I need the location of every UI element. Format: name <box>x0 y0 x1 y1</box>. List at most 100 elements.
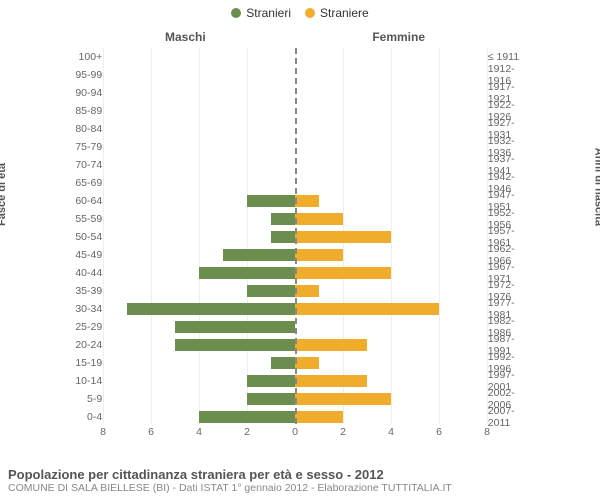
male-bar-track <box>106 393 295 405</box>
female-bar-track <box>295 87 484 99</box>
age-label: 15-19 <box>55 357 106 369</box>
x-tick: 8 <box>100 426 106 438</box>
age-label: 90-94 <box>55 87 106 99</box>
male-bar <box>247 375 295 387</box>
female-bar-track <box>295 285 484 297</box>
female-bar <box>295 267 391 279</box>
female-bar <box>295 357 319 369</box>
male-bar-track <box>106 51 295 63</box>
male-bar <box>271 357 295 369</box>
male-bar <box>247 285 295 297</box>
female-bar-track <box>295 69 484 81</box>
birth-year-label: 2007-2011 <box>484 405 535 429</box>
male-bar-track <box>106 357 295 369</box>
age-label: 75-79 <box>55 141 106 153</box>
male-bar <box>199 411 295 423</box>
female-bar-track <box>295 321 484 333</box>
x-tick: 6 <box>148 426 154 438</box>
female-bar-track <box>295 411 484 423</box>
x-tick: 0 <box>292 426 298 438</box>
female-bar-track <box>295 213 484 225</box>
x-tick: 6 <box>436 426 442 438</box>
male-bar-track <box>106 267 295 279</box>
age-label: 5-9 <box>55 393 106 405</box>
female-bar <box>295 393 391 405</box>
male-bar-track <box>106 321 295 333</box>
male-bar-track <box>106 87 295 99</box>
age-label: 45-49 <box>55 249 106 261</box>
male-bar <box>271 231 295 243</box>
age-label: 70-74 <box>55 159 106 171</box>
male-bar <box>175 339 295 351</box>
footer-title: Popolazione per cittadinanza straniera p… <box>8 467 452 482</box>
chart-area: Maschi Femmine 100+≤ 191195-991912-19169… <box>55 28 535 448</box>
footer-subtitle: COMUNE DI SALA BIELLESE (BI) - Dati ISTA… <box>8 482 452 494</box>
male-bar <box>271 213 295 225</box>
female-bar-track <box>295 339 484 351</box>
female-bar <box>295 195 319 207</box>
x-tick: 4 <box>196 426 202 438</box>
female-bar <box>295 411 343 423</box>
side-label-male: Maschi <box>165 30 206 44</box>
male-bar-track <box>106 249 295 261</box>
female-bar <box>295 231 391 243</box>
legend: Stranieri Straniere <box>0 0 600 20</box>
age-label: 25-29 <box>55 321 106 333</box>
male-bar-track <box>106 231 295 243</box>
female-bar-track <box>295 375 484 387</box>
female-bar-track <box>295 123 484 135</box>
age-label: 20-24 <box>55 339 106 351</box>
female-bar-track <box>295 393 484 405</box>
age-label: 55-59 <box>55 213 106 225</box>
male-bar <box>247 393 295 405</box>
age-label: 95-99 <box>55 69 106 81</box>
male-bar-track <box>106 141 295 153</box>
legend-label-female: Straniere <box>320 6 369 20</box>
female-bar-track <box>295 159 484 171</box>
female-bar-track <box>295 177 484 189</box>
x-tick: 4 <box>388 426 394 438</box>
legend-swatch-female <box>305 8 315 18</box>
age-label: 65-69 <box>55 177 106 189</box>
age-label: 10-14 <box>55 375 106 387</box>
side-label-female: Femmine <box>372 30 425 44</box>
y-axis-left-title: Fasce di età <box>0 163 8 226</box>
legend-swatch-male <box>231 8 241 18</box>
x-tick: 2 <box>340 426 346 438</box>
age-label: 35-39 <box>55 285 106 297</box>
male-bar-track <box>106 375 295 387</box>
male-bar <box>247 195 295 207</box>
age-label: 0-4 <box>55 411 106 423</box>
female-bar-track <box>295 303 484 315</box>
x-tick: 8 <box>484 426 490 438</box>
female-bar <box>295 303 439 315</box>
legend-item-female: Straniere <box>305 6 369 20</box>
female-bar <box>295 375 367 387</box>
female-bar-track <box>295 141 484 153</box>
female-bar-track <box>295 249 484 261</box>
female-bar-track <box>295 105 484 117</box>
male-bar-track <box>106 195 295 207</box>
female-bar-track <box>295 51 484 63</box>
male-bar-track <box>106 339 295 351</box>
female-bar <box>295 339 367 351</box>
male-bar <box>127 303 295 315</box>
male-bar-track <box>106 159 295 171</box>
female-bar-track <box>295 357 484 369</box>
female-bar-track <box>295 267 484 279</box>
male-bar-track <box>106 123 295 135</box>
chart-container: Stranieri Straniere Fasce di età Anni di… <box>0 0 600 500</box>
legend-label-male: Stranieri <box>246 6 291 20</box>
age-label: 100+ <box>55 51 106 63</box>
male-bar-track <box>106 303 295 315</box>
center-axis-line <box>295 48 297 424</box>
female-bar <box>295 213 343 225</box>
age-label: 80-84 <box>55 123 106 135</box>
chart-footer: Popolazione per cittadinanza straniera p… <box>8 467 452 494</box>
male-bar-track <box>106 177 295 189</box>
female-bar-track <box>295 195 484 207</box>
male-bar-track <box>106 105 295 117</box>
x-tick: 2 <box>244 426 250 438</box>
male-bar <box>223 249 295 261</box>
age-label: 60-64 <box>55 195 106 207</box>
